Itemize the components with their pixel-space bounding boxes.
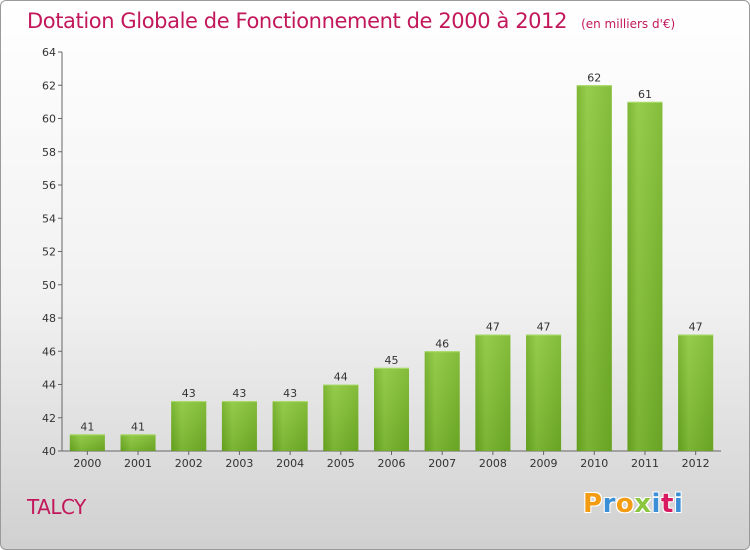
bar-shade-2003 xyxy=(221,401,257,451)
y-tick-label: 50 xyxy=(42,279,56,292)
x-tick-label: 2003 xyxy=(225,457,253,470)
y-tick-label: 60 xyxy=(42,113,56,126)
y-tick-label: 52 xyxy=(42,246,56,259)
logo-letter: o xyxy=(615,489,635,519)
data-labels: 41 41 43 43 43 44 45 46 47 47 62 61 47 xyxy=(80,71,702,433)
x-tick-label: 2011 xyxy=(631,457,659,470)
value-label: 41 xyxy=(131,420,145,433)
y-tick-label: 46 xyxy=(42,345,56,358)
value-label: 43 xyxy=(283,387,297,400)
y-tick-label: 56 xyxy=(42,179,56,192)
bar-shade-2002 xyxy=(171,401,207,451)
logo-letter: r xyxy=(602,489,616,519)
logo-letter: P xyxy=(583,489,603,519)
x-tick-label: 2005 xyxy=(327,457,355,470)
value-label: 47 xyxy=(689,321,703,334)
logo-letter: t xyxy=(660,489,674,519)
value-label: 47 xyxy=(537,321,551,334)
chart-subtitle: (en milliers d'€) xyxy=(581,17,676,31)
bar-shade-2000 xyxy=(69,434,105,451)
value-label: 41 xyxy=(80,420,94,433)
bars xyxy=(69,85,714,451)
bar-shade-2009 xyxy=(526,334,562,451)
y-tick-label: 48 xyxy=(42,312,56,325)
y-tick-label: 40 xyxy=(42,445,56,458)
x-tick-label: 2012 xyxy=(682,457,710,470)
x-tick-label: 2002 xyxy=(175,457,203,470)
x-tick-label: 2008 xyxy=(479,457,507,470)
chart-title-text: Dotation Globale de Fonctionnement de 20… xyxy=(27,9,568,33)
value-label: 46 xyxy=(435,337,449,350)
x-tick-label: 2001 xyxy=(124,457,152,470)
x-tick-label: 2000 xyxy=(73,457,101,470)
x-tick-label: 2009 xyxy=(530,457,558,470)
value-label: 43 xyxy=(232,387,246,400)
bar-shade-2004 xyxy=(272,401,308,451)
bar-shade-2011 xyxy=(627,101,663,451)
y-tick-label: 58 xyxy=(42,146,56,159)
chart-title: Dotation Globale de Fonctionnement de 20… xyxy=(27,9,675,33)
y-tick-label: 44 xyxy=(42,379,56,392)
value-label: 45 xyxy=(385,354,399,367)
axes: 40 42 44 46 48 50 52 54 56 58 60 62 64 2000 2001 2002 20… xyxy=(42,46,721,470)
logo-letter: i xyxy=(673,489,684,519)
value-label: 62 xyxy=(587,71,601,84)
bar-shade-2007 xyxy=(424,351,460,451)
bar-shade-2001 xyxy=(120,434,156,451)
proxiti-logo: Proxiti xyxy=(583,489,683,519)
x-tick-label: 2006 xyxy=(378,457,406,470)
value-label: 47 xyxy=(486,321,500,334)
x-tick-label: 2010 xyxy=(580,457,608,470)
logo-letter: x xyxy=(634,489,652,519)
commune-name: TALCY xyxy=(27,495,86,519)
bar-shade-2008 xyxy=(475,334,511,451)
logo-letter: i xyxy=(651,489,661,519)
x-tick-label: 2007 xyxy=(428,457,456,470)
x-tick-label: 2004 xyxy=(276,457,304,470)
value-label: 61 xyxy=(638,88,652,101)
value-label: 43 xyxy=(182,387,196,400)
value-label: 44 xyxy=(334,371,348,384)
bar-shade-2006 xyxy=(374,367,409,451)
bar-shade-2005 xyxy=(323,384,359,451)
bar-shade-2010 xyxy=(576,85,612,451)
y-tick-label: 62 xyxy=(42,79,56,92)
y-tick-label: 42 xyxy=(42,412,56,425)
y-tick-label: 64 xyxy=(42,46,56,59)
bar-shade-2012 xyxy=(678,334,714,451)
y-tick-label: 54 xyxy=(42,212,56,225)
